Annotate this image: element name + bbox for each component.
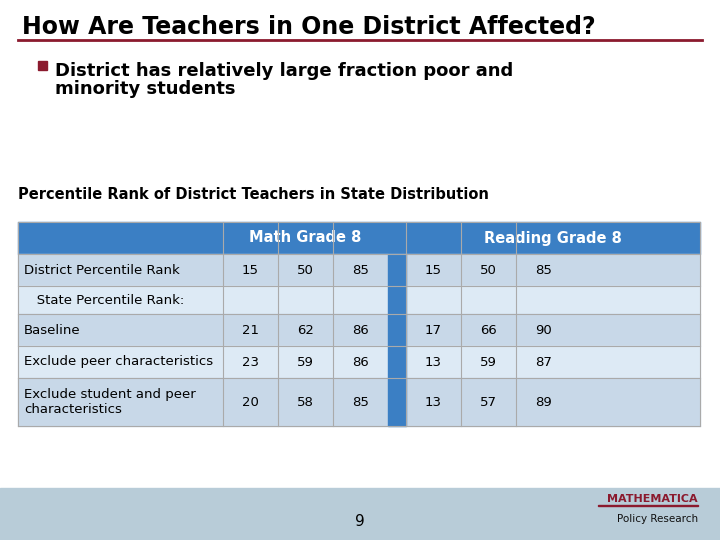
Text: 66: 66 [480, 323, 497, 336]
Text: 15: 15 [425, 264, 442, 276]
Bar [388, 314, 406, 346]
Text: 23: 23 [242, 355, 259, 368]
Bar [18, 254, 700, 286]
Text: 13: 13 [425, 355, 442, 368]
Text: Baseline: Baseline [24, 323, 81, 336]
Text: 50: 50 [297, 264, 314, 276]
Text: 15: 15 [242, 264, 259, 276]
Text: 86: 86 [352, 323, 369, 336]
Text: District has relatively large fraction poor and: District has relatively large fraction p… [55, 62, 513, 80]
Text: Exclude student and peer
characteristics: Exclude student and peer characteristics [24, 388, 196, 416]
Text: How Are Teachers in One District Affected?: How Are Teachers in One District Affecte… [22, 15, 595, 39]
Text: 50: 50 [480, 264, 497, 276]
Text: 21: 21 [242, 323, 259, 336]
Text: District Percentile Rank: District Percentile Rank [24, 264, 180, 276]
Text: 58: 58 [297, 395, 314, 408]
Text: 57: 57 [480, 395, 497, 408]
Bar [388, 254, 406, 286]
Bar [18, 346, 700, 378]
Text: 85: 85 [535, 264, 552, 276]
Text: State Percentile Rank:: State Percentile Rank: [24, 294, 184, 307]
Text: 59: 59 [480, 355, 497, 368]
Text: 9: 9 [355, 515, 365, 530]
Text: 89: 89 [535, 395, 552, 408]
Text: Policy Research: Policy Research [617, 514, 698, 524]
Text: 62: 62 [297, 323, 314, 336]
Text: Math Grade 8: Math Grade 8 [249, 231, 361, 246]
Bar [598, 504, 698, 506]
Text: Percentile Rank of District Teachers in State Distribution: Percentile Rank of District Teachers in … [18, 187, 489, 202]
Bar [18, 222, 700, 254]
Bar [18, 286, 700, 314]
Bar [388, 346, 406, 378]
Text: Exclude peer characteristics: Exclude peer characteristics [24, 355, 213, 368]
Text: 90: 90 [535, 323, 552, 336]
Bar [38, 61, 47, 70]
Text: MATHEMATICA: MATHEMATICA [608, 494, 698, 504]
Bar [388, 378, 406, 426]
Bar [388, 286, 406, 314]
Text: 86: 86 [352, 355, 369, 368]
Text: 17: 17 [425, 323, 442, 336]
Text: minority students: minority students [55, 80, 235, 98]
Text: 13: 13 [425, 395, 442, 408]
Text: 85: 85 [352, 395, 369, 408]
Text: 59: 59 [297, 355, 314, 368]
Text: 85: 85 [352, 264, 369, 276]
Bar [0, 488, 720, 540]
Bar [18, 314, 700, 346]
Text: 87: 87 [535, 355, 552, 368]
Text: Reading Grade 8: Reading Grade 8 [484, 231, 622, 246]
Text: 20: 20 [242, 395, 259, 408]
Bar [18, 378, 700, 426]
